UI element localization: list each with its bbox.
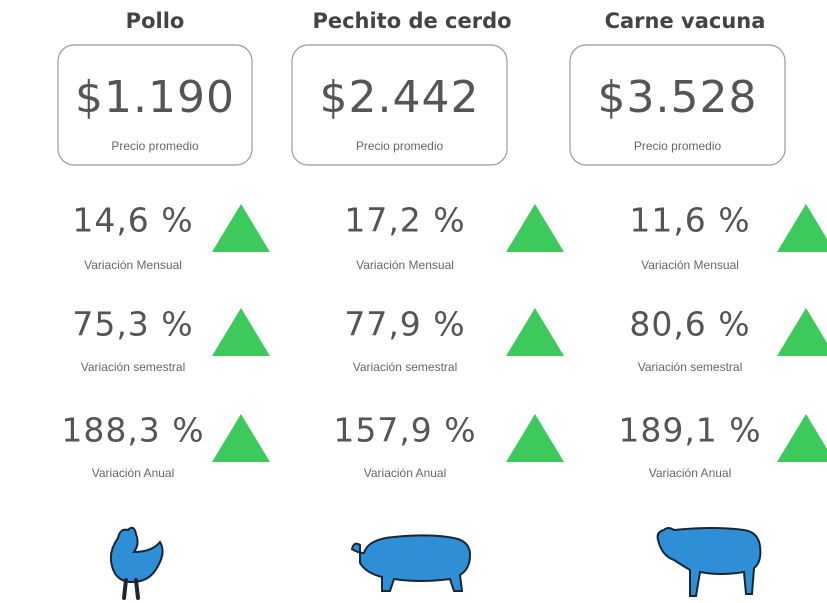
price: $1.190 <box>75 72 235 123</box>
up-arrow <box>212 308 270 356</box>
variation-value: 77,9 % <box>344 305 465 344</box>
variation-value: 14,6 % <box>72 201 193 240</box>
variation-label: Variación Mensual <box>356 258 454 272</box>
price-card <box>291 44 508 166</box>
variation-label: Variación Mensual <box>84 258 182 272</box>
price: $3.528 <box>598 72 758 123</box>
column-title: Pechito de cerdo <box>312 9 511 33</box>
up-arrow <box>777 204 827 252</box>
chicken-icon <box>109 526 164 600</box>
up-arrow <box>777 308 827 356</box>
variation-value: 11,6 % <box>629 201 750 240</box>
up-arrow <box>506 204 564 252</box>
up-arrow <box>506 414 564 462</box>
variation-value: 188,3 % <box>61 411 204 450</box>
variation-value: 80,6 % <box>629 305 750 344</box>
price-label: Precio promedio <box>634 139 722 153</box>
price-label: Precio promedio <box>111 139 199 153</box>
pig-icon <box>350 534 472 592</box>
price-card <box>569 44 786 166</box>
price-card <box>57 44 253 166</box>
up-arrow <box>212 204 270 252</box>
cow-icon <box>656 527 762 597</box>
up-arrow <box>777 414 827 462</box>
column-title: Pollo <box>126 9 185 33</box>
price: $2.442 <box>320 72 480 123</box>
variation-label: Variación Mensual <box>641 258 739 272</box>
variation-label: Variación semestral <box>353 360 457 374</box>
price-label: Precio promedio <box>356 139 444 153</box>
variation-label: Variación Anual <box>364 466 447 480</box>
up-arrow <box>212 414 270 462</box>
up-arrow <box>506 308 564 356</box>
variation-value: 157,9 % <box>333 411 476 450</box>
variation-value: 189,1 % <box>618 411 761 450</box>
variation-value: 75,3 % <box>72 305 193 344</box>
variation-label: Variación Anual <box>649 466 732 480</box>
variation-label: Variación Anual <box>92 466 175 480</box>
column-title: Carne vacuna <box>605 9 766 33</box>
variation-label: Variación semestral <box>81 360 185 374</box>
variation-value: 17,2 % <box>344 201 465 240</box>
variation-label: Variación semestral <box>638 360 742 374</box>
